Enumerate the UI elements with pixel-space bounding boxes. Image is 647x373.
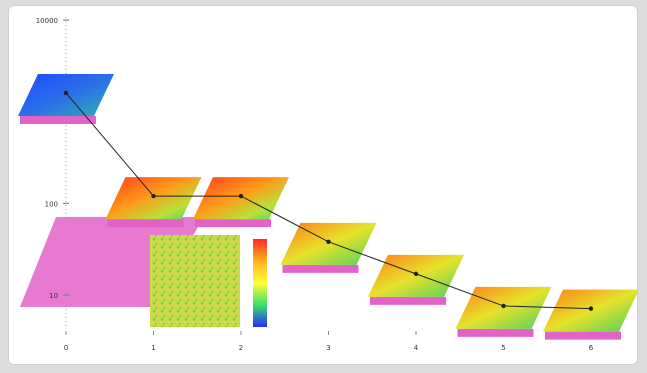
- colorbar: [253, 239, 267, 327]
- data-point: [588, 306, 594, 311]
- chart-panel: 10000 100 10 0 1 2 3 4 5 6: [8, 5, 639, 365]
- y-tick-label: 10000: [36, 17, 58, 25]
- x-tick-label: 5: [501, 344, 505, 352]
- x-tick-label: 1: [151, 344, 155, 352]
- thumbnail-0: [18, 73, 114, 124]
- thumbnail-substrate: [107, 219, 184, 228]
- thumbnail-substrate: [370, 296, 446, 305]
- thumbnail-6: [543, 289, 639, 340]
- y-tick-label: 100: [45, 200, 58, 208]
- thumbnail-substrate: [282, 264, 359, 273]
- series-layer: [63, 90, 594, 311]
- thumbnail-5: [455, 286, 552, 337]
- data-point: [238, 193, 244, 199]
- data-point: [501, 303, 506, 309]
- y-tick-label: 10: [49, 292, 58, 300]
- thumbnail-3: [280, 222, 377, 273]
- data-point: [151, 193, 156, 199]
- x-tick-label: 6: [589, 344, 594, 352]
- thumbnail-4: [368, 254, 464, 305]
- inset-heatmap: [150, 235, 240, 327]
- data-point: [326, 239, 331, 245]
- thumbnail-substrate: [195, 219, 271, 228]
- thumbnail-substrate: [457, 328, 534, 337]
- thumbnail-substrate: [20, 115, 96, 124]
- thumbnail-substrate: [545, 331, 621, 340]
- x-tick-label: 4: [414, 344, 419, 352]
- data-point: [413, 271, 419, 277]
- thumbnail-2: [193, 177, 289, 228]
- x-tick-label: 0: [64, 344, 68, 352]
- x-tick-label: 2: [239, 344, 243, 352]
- data-point: [63, 90, 69, 96]
- x-tick-label: 3: [326, 344, 330, 352]
